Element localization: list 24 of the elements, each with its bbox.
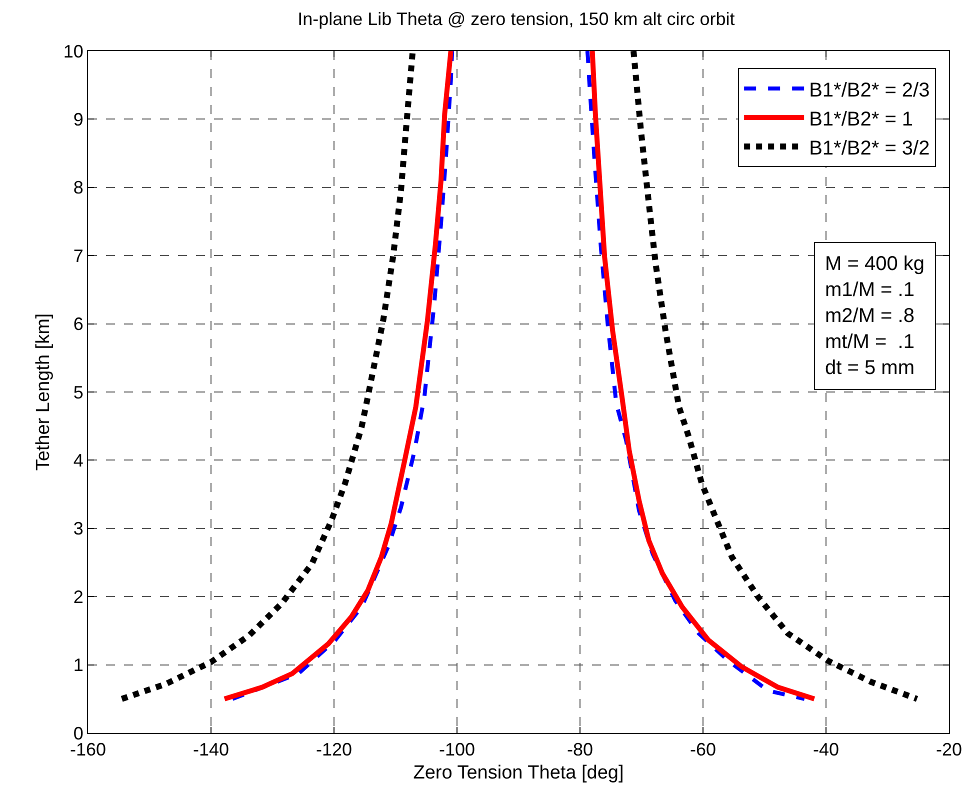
chart-title: In-plane Lib Theta @ zero tension, 150 km alt circ orbit [298,8,735,29]
y-tick-label: 5 [73,382,84,402]
legend-label: B1*/B2* = 1 [809,108,914,130]
x-axis-title: Zero Tension Theta [deg] [413,762,624,784]
y-axis-title: Tether Length [km] [33,313,54,471]
y-tick-label: 6 [73,314,84,334]
y-tick-label: 10 [63,41,84,62]
y-tick-label: 2 [73,586,84,607]
y-tick-label: 9 [73,110,84,130]
y-tick-label: 7 [73,246,84,266]
x-tick-label: -120 [316,740,352,760]
y-tick-label: 8 [73,178,84,198]
x-tick-label: -80 [566,740,594,760]
x-tick-label: -100 [438,740,476,760]
x-tick-label: -20 [936,740,962,760]
annotation: M = 400 kg m1/M = .1 m2/M = .8 mt/M = .1 dt = 5 mm [825,253,925,379]
y-tick-label: 3 [73,518,84,539]
x-tick-label: -140 [192,740,230,760]
legend-label: B1*/B2* = 3/2 [809,137,930,160]
legend-label: B1*/B2* = 2/3 [809,79,930,102]
x-tick-label: -60 [690,740,716,760]
y-tick-label: 4 [73,450,84,470]
y-tick-label: 1 [73,655,84,676]
x-tick-label: -40 [812,740,840,760]
